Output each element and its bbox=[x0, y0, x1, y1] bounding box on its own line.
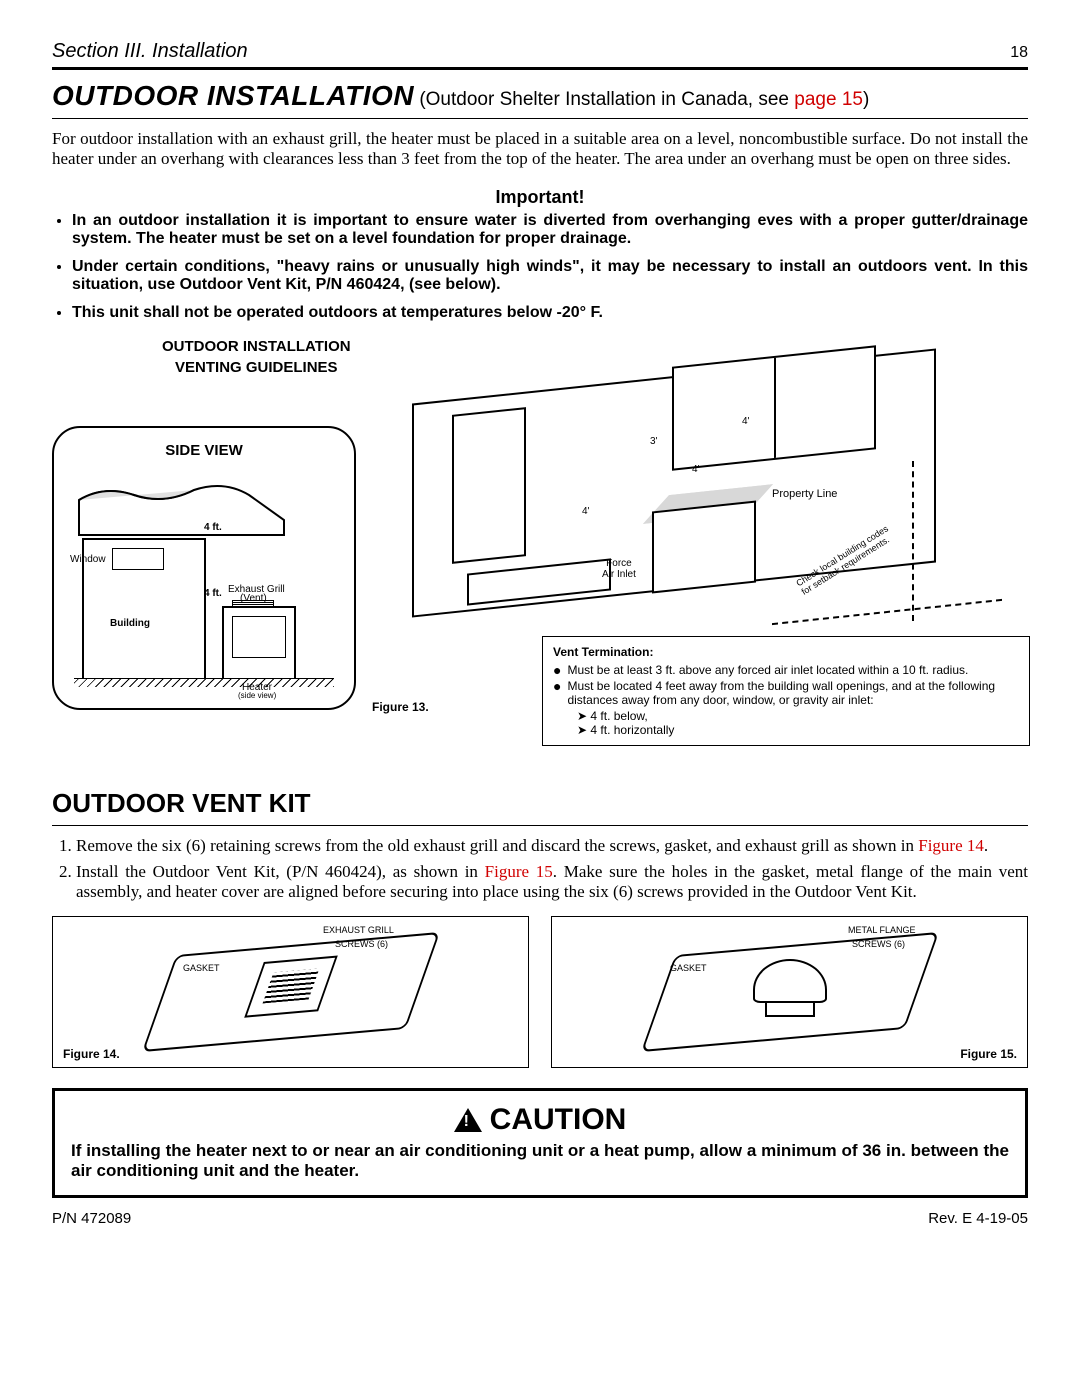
important-item-2: Under certain conditions, "heavy rains o… bbox=[72, 258, 1028, 294]
fig15-callout-flange: METAL FLANGE bbox=[848, 925, 916, 935]
title-rule bbox=[52, 118, 1028, 119]
section-title: Section III. Installation bbox=[52, 40, 248, 63]
caution-title: CAUTION bbox=[490, 1103, 627, 1137]
important-block: Important! In an outdoor installation it… bbox=[52, 187, 1028, 322]
figure-14-ref: Figure 14 bbox=[918, 836, 984, 855]
window-shape bbox=[112, 548, 164, 570]
intro-paragraph: For outdoor installation with an exhaust… bbox=[52, 129, 1028, 169]
label-heater-sub: (side view) bbox=[238, 691, 276, 700]
iso-heater bbox=[652, 501, 756, 594]
side-view-diagram: SIDE VIEW 4 ft. 4 ft. Window Exhaust Gri… bbox=[52, 426, 356, 710]
dim-4a: 4' bbox=[742, 416, 749, 427]
vent-term-arrow-1: 4 ft. below, bbox=[553, 709, 1019, 723]
outdoor-installation-title: OUTDOOR INSTALLATION bbox=[52, 80, 414, 111]
step1-text-b: . bbox=[984, 836, 988, 855]
ground-hatch bbox=[74, 678, 334, 687]
revision: Rev. E 4-19-05 bbox=[928, 1210, 1028, 1227]
figure-13-label: Figure 13. bbox=[372, 700, 429, 714]
vent-termination-box: Vent Termination: ● Must be at least 3 ft… bbox=[542, 636, 1030, 746]
vent-term-title: Vent Termination: bbox=[553, 645, 1019, 659]
fig15-callout-screws: SCREWS (6) bbox=[852, 939, 905, 949]
page-header: Section III. Installation 18 bbox=[52, 40, 1028, 63]
page-container: Section III. Installation 18 OUTDOOR INS… bbox=[0, 0, 1080, 1257]
caution-box: CAUTION If installing the heater next to… bbox=[52, 1088, 1028, 1198]
iso-window bbox=[672, 345, 876, 470]
bullet-icon: ● bbox=[553, 679, 561, 707]
label-4ft-b: 4 ft. bbox=[204, 588, 222, 599]
vent-kit-rule bbox=[52, 825, 1028, 826]
important-item-1: In an outdoor installation it is importa… bbox=[72, 212, 1028, 248]
label-building: Building bbox=[110, 618, 150, 629]
iso-property-line bbox=[912, 461, 914, 621]
dim-4b: 4' bbox=[692, 464, 699, 475]
figure-pair: EXHAUST GRILL SCREWS (6) GASKET Figure 1… bbox=[52, 916, 1028, 1068]
page-15-ref: page 15 bbox=[794, 89, 863, 110]
heater-shape bbox=[222, 606, 296, 682]
outdoor-vent-kit-title: OUTDOOR VENT KIT bbox=[52, 788, 1028, 819]
figure-15-ref: Figure 15 bbox=[485, 862, 553, 881]
step-1: Remove the six (6) retaining screws from… bbox=[76, 836, 1028, 856]
main-title-line: OUTDOOR INSTALLATION (Outdoor Shelter In… bbox=[52, 80, 1028, 112]
iso-door bbox=[452, 407, 526, 564]
caution-title-row: CAUTION bbox=[71, 1103, 1009, 1137]
vent-term-arrow-2: 4 ft. horizontally bbox=[553, 723, 1019, 737]
fig14-callout-gasket: GASKET bbox=[183, 963, 220, 973]
guidelines-label-2: VENTING GUIDELINES bbox=[162, 357, 351, 378]
vent-term-bullet-2: Must be located 4 feet away from the bui… bbox=[567, 679, 1019, 707]
fig14-callout-exhaust: EXHAUST GRILL bbox=[323, 925, 394, 935]
title-sub-prefix: (Outdoor Shelter Installation in Canada,… bbox=[419, 89, 794, 110]
property-line-label: Property Line bbox=[772, 488, 837, 500]
overhang-shape bbox=[74, 480, 304, 542]
iso-property-base bbox=[772, 599, 1002, 625]
important-item-3: This unit shall not be operated outdoors… bbox=[72, 304, 1028, 322]
side-view-title: SIDE VIEW bbox=[54, 442, 354, 459]
bullet-icon: ● bbox=[553, 663, 561, 677]
page-number: 18 bbox=[1010, 44, 1028, 62]
figure-14-box: EXHAUST GRILL SCREWS (6) GASKET Figure 1… bbox=[52, 916, 529, 1068]
warning-icon bbox=[454, 1108, 482, 1132]
caution-text: If installing the heater next to or near… bbox=[71, 1141, 1009, 1181]
dim-3: 3' bbox=[650, 436, 657, 447]
label-window: Window bbox=[70, 554, 106, 565]
vent-term-bullet-1: Must be at least 3 ft. above any forced … bbox=[567, 663, 968, 677]
figure-15-box: METAL FLANGE SCREWS (6) GASKET Figure 15… bbox=[551, 916, 1028, 1068]
step-2: Install the Outdoor Vent Kit, (P/N 46042… bbox=[76, 862, 1028, 902]
part-number: P/N 472089 bbox=[52, 1210, 131, 1227]
fig15-callout-gasket: GASKET bbox=[670, 963, 707, 973]
fig14-callout-screws: SCREWS (6) bbox=[335, 939, 388, 949]
dim-4c: 4' bbox=[582, 506, 589, 517]
page-footer: P/N 472089 Rev. E 4-19-05 bbox=[52, 1210, 1028, 1227]
step2-text-a: Install the Outdoor Vent Kit, (P/N 46042… bbox=[76, 862, 485, 881]
title-sub-suffix: ) bbox=[863, 89, 869, 110]
header-rule bbox=[52, 67, 1028, 70]
diagram-area: OUTDOOR INSTALLATION VENTING GUIDELINES … bbox=[52, 336, 1028, 766]
guidelines-label: OUTDOOR INSTALLATION VENTING GUIDELINES bbox=[162, 336, 351, 378]
vent-kit-steps: Remove the six (6) retaining screws from… bbox=[52, 836, 1028, 902]
label-vent: (Vent) bbox=[240, 593, 267, 604]
force-air-label: Force Air Inlet bbox=[602, 558, 636, 580]
figure-15-label: Figure 15. bbox=[960, 1047, 1017, 1061]
isometric-diagram: 3' 4' 4' 4' Force Air Inlet Property Lin… bbox=[372, 336, 1012, 636]
label-4ft-a: 4 ft. bbox=[204, 522, 222, 533]
important-heading: Important! bbox=[52, 187, 1028, 208]
figure-14-label: Figure 14. bbox=[63, 1047, 120, 1061]
step1-text-a: Remove the six (6) retaining screws from… bbox=[76, 836, 918, 855]
guidelines-label-1: OUTDOOR INSTALLATION bbox=[162, 336, 351, 357]
